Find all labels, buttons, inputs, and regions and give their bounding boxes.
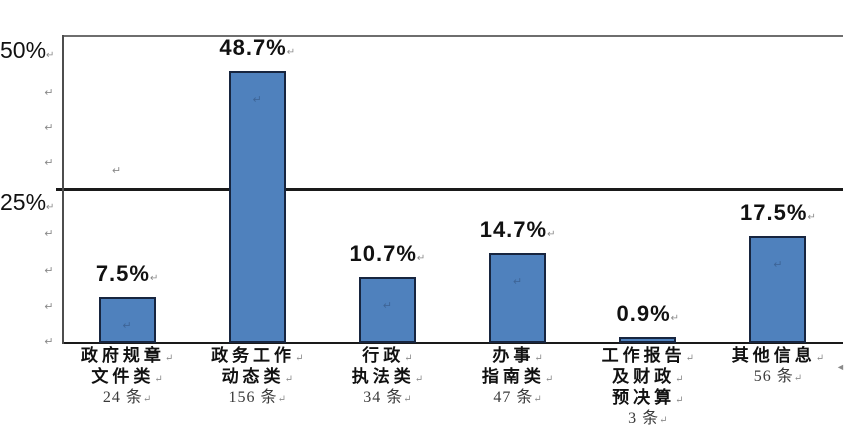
y-axis-line: [62, 35, 64, 344]
bar-group-4: 14.7%↵ ↵: [453, 36, 583, 343]
bar: ↵: [358, 277, 416, 343]
paragraph-return-icon: ↵: [295, 353, 304, 364]
cursor-mark-icon: ◄: [836, 362, 845, 372]
paragraph-return-icon: ↵: [46, 202, 55, 213]
paragraph-return-icon: ↵: [44, 265, 54, 277]
y-tick-25-label: 25%: [0, 189, 47, 215]
paragraph-return-icon: ↵: [675, 395, 684, 406]
paragraph-return-icon: ↵: [547, 229, 556, 240]
y-tick-50: 50%↵: [0, 37, 54, 67]
category-label-4: 办事↵ 指南类↵ 47 条↵: [453, 347, 583, 430]
bar-group-3: 10.7%↵ ↵: [322, 36, 452, 343]
gridline-25pct: [56, 188, 843, 191]
paragraph-return-icon: ↵: [44, 301, 54, 313]
bar: ↵: [98, 297, 156, 343]
paragraph-return-icon: ↵: [284, 374, 293, 385]
paragraph-return-icon: ↵: [807, 212, 816, 223]
bar-group-2: 48.7%↵ ↵: [192, 36, 322, 343]
paragraph-return-icon: ↵: [44, 122, 54, 134]
paragraph-return-icon: ↵: [403, 394, 412, 405]
anchor-mark-icon: ↵: [512, 276, 523, 288]
value-label: 10.7%↵: [349, 241, 426, 266]
paragraph-return-icon: ↵: [149, 273, 159, 284]
category-label-5: 工作报告↵ 及财政↵ 预决算↵ 3 条↵: [583, 347, 713, 430]
bar: ↵: [749, 236, 807, 343]
value-label: 7.5%↵: [95, 261, 159, 286]
category-count: 156 条↵: [228, 389, 286, 406]
bar-group-1: 7.5%↵ ↵: [62, 36, 192, 343]
paragraph-return-icon: ↵: [286, 47, 296, 58]
category-count: 47 条↵: [493, 389, 542, 406]
bar: ↵: [619, 337, 677, 343]
paragraph-return-icon: ↵: [44, 157, 54, 169]
category-label-6: 其他信息↵ 56 条↵: [713, 347, 843, 430]
category-count: 56 条↵: [753, 368, 803, 385]
paragraph-return-icon: ↵: [164, 353, 174, 364]
paragraph-return-icon: ↵: [685, 353, 694, 364]
category-label-3: 行政↵ 执法类↵ 34 条↵: [322, 347, 452, 430]
paragraph-return-icon: ↵: [414, 374, 424, 385]
paragraph-return-icon: ↵: [544, 374, 554, 385]
value-label: 17.5%↵: [740, 200, 816, 225]
paragraph-return-icon: ↵: [675, 374, 684, 385]
paragraph-return-icon: ↵: [533, 394, 542, 405]
paragraph-return-icon: ↵: [44, 228, 54, 240]
paragraph-return-icon: ↵: [404, 353, 413, 364]
paragraph-return-icon: ↵: [793, 373, 803, 384]
y-tick-50-label: 50%: [0, 37, 47, 63]
value-label: 48.7%↵: [219, 35, 296, 60]
bar: ↵: [489, 253, 547, 343]
x-axis-labels: 政府规章↵ 文件类↵ 24 条↵ 政务工作↵ 动态类↵ 156 条↵ 行政↵ 执…: [62, 347, 843, 430]
x-axis-line: [62, 342, 843, 344]
paragraph-return-icon: ↵: [277, 394, 286, 405]
paragraph-return-icon: ↵: [154, 374, 163, 385]
anchor-mark-icon: ↵: [382, 300, 393, 312]
paragraph-return-icon: ↵: [659, 415, 668, 426]
paragraph-return-icon: ↵: [670, 313, 680, 324]
paragraph-return-icon: ↵: [534, 353, 543, 364]
paragraph-return-icon: ↵: [142, 394, 152, 405]
category-count: 24 条↵: [102, 389, 152, 406]
category-label-1: 政府规章↵ 文件类↵ 24 条↵: [62, 347, 192, 430]
category-label-2: 政务工作↵ 动态类↵ 156 条↵: [192, 347, 322, 430]
value-label: 0.9%↵: [616, 301, 680, 326]
bar-group-6: 17.5%↵ ↵: [713, 36, 843, 343]
gridline-50pct: [62, 35, 843, 37]
anchor-mark-icon: ↵: [122, 320, 132, 332]
anchor-mark-icon: ↵: [252, 94, 262, 106]
paragraph-return-icon: ↵: [44, 336, 54, 348]
category-count: 3 条↵: [628, 410, 668, 427]
paragraph-return-icon: ↵: [112, 165, 122, 177]
paragraph-return-icon: ↵: [46, 50, 55, 61]
paragraph-return-icon: ↵: [44, 87, 54, 99]
category-count: 34 条↵: [363, 389, 412, 406]
anchor-mark-icon: ↵: [773, 259, 783, 271]
value-label: 14.7%↵: [479, 217, 556, 242]
bar: ↵: [228, 71, 286, 343]
bar-group-5: 0.9%↵ ↵: [583, 36, 713, 343]
plot-area: 7.5%↵ ↵ 48.7%↵ ↵ 10.7%↵ ↵ 14.7%↵ ↵ 0.9%↵…: [62, 36, 843, 343]
paragraph-return-icon: ↵: [815, 353, 825, 364]
y-tick-25: 25%↵: [0, 189, 54, 219]
paragraph-return-icon: ↵: [416, 253, 426, 264]
